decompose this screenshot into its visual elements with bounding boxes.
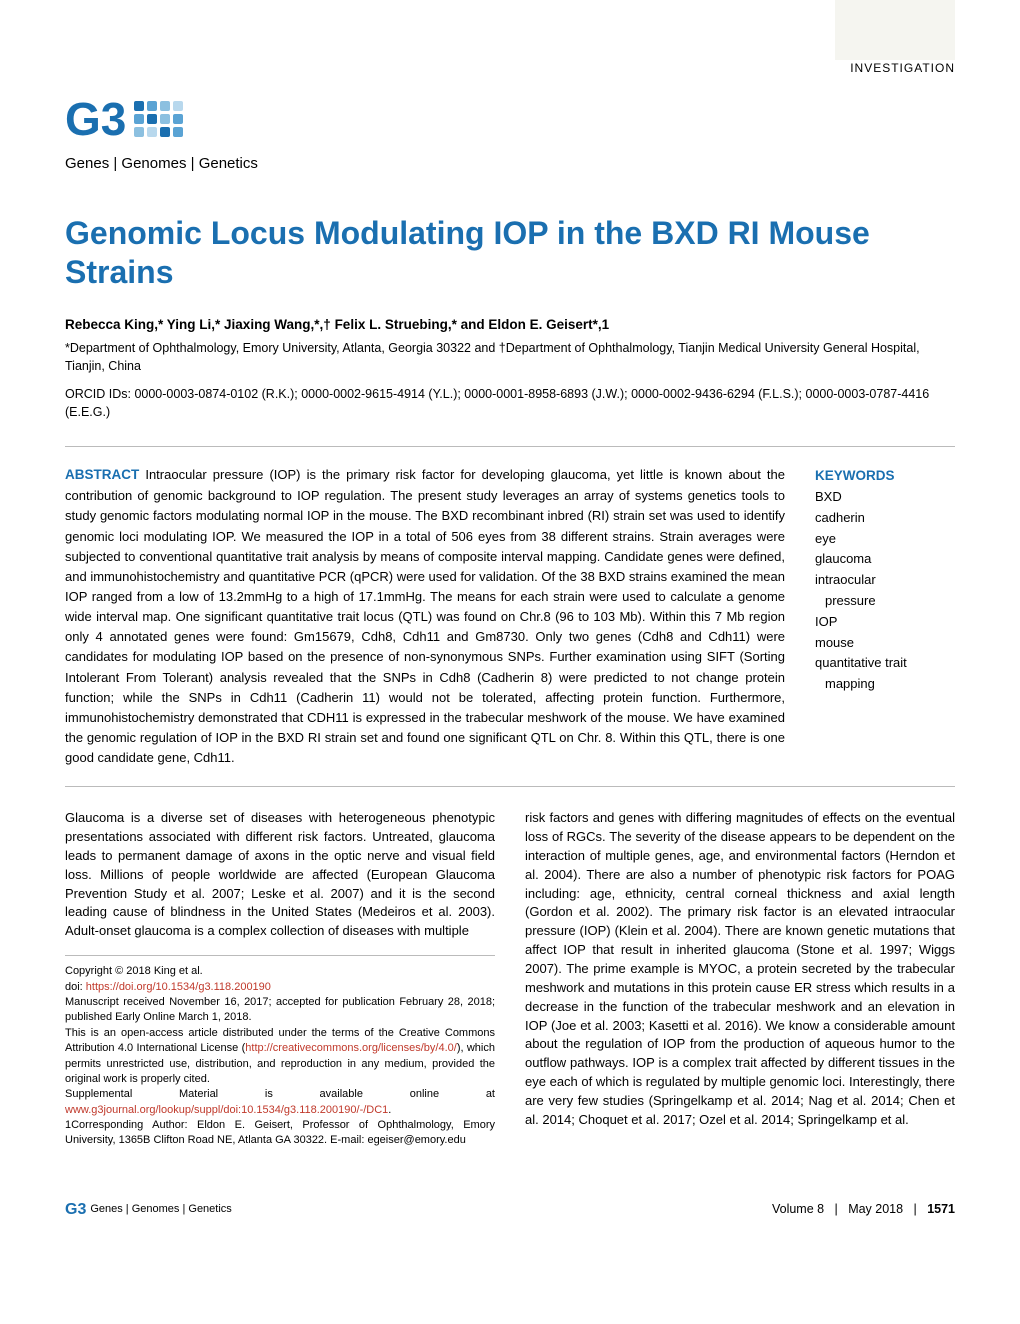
footer-page-number: 1571	[927, 1202, 955, 1216]
footer-logo-sub: Genes | Genomes | Genetics	[90, 1202, 231, 1217]
divider-top	[65, 446, 955, 447]
logo-dot	[173, 114, 183, 124]
supp-text-a: Supplemental Material is available onlin…	[65, 1088, 495, 1100]
logo-dot	[160, 114, 170, 124]
journal-logo: G3 Genes | Genomes | Genetics	[65, 87, 955, 174]
body-columns: Glaucoma is a diverse set of diseases wi…	[65, 809, 955, 1149]
logo-dot	[173, 127, 183, 137]
abstract-text: ABSTRACT Intraocular pressure (IOP) is t…	[65, 465, 785, 768]
abstract-column: ABSTRACT Intraocular pressure (IOP) is t…	[65, 465, 785, 768]
footer-volume: Volume 8	[772, 1202, 824, 1216]
section-tag: INVESTIGATION	[65, 60, 955, 77]
supp-text-b: .	[388, 1104, 391, 1116]
keyword-item: mouse	[815, 633, 955, 654]
body-right-para: risk factors and genes with differing ma…	[525, 809, 955, 1129]
page-root: INVESTIGATION G3 Genes | Genomes | Genet…	[0, 0, 1020, 1251]
footer-date: May 2018	[848, 1202, 903, 1216]
logo-dots-grid	[134, 101, 183, 137]
logo-dot	[173, 101, 183, 111]
keywords-label: KEYWORDS	[815, 465, 955, 487]
copyright-line: Copyright © 2018 King et al.	[65, 964, 495, 979]
abstract-body: Intraocular pressure (IOP) is the primar…	[65, 467, 785, 765]
logo-subtitle: Genes | Genomes | Genetics	[65, 153, 955, 174]
footnotes-block: Copyright © 2018 King et al. doi: https:…	[65, 955, 495, 1149]
body-column-left: Glaucoma is a diverse set of diseases wi…	[65, 809, 495, 1149]
author-list: Rebecca King,* Ying Li,* Jiaxing Wang,*,…	[65, 316, 955, 335]
body-column-right: risk factors and genes with differing ma…	[525, 809, 955, 1149]
doi-label: doi:	[65, 981, 86, 993]
logo-row: G3	[65, 87, 955, 151]
keyword-item: quantitative trait	[815, 653, 955, 674]
footer-logo: G3 Genes | Genomes | Genetics	[65, 1199, 232, 1221]
top-corner-badge	[835, 0, 955, 60]
logo-text: G3	[65, 87, 126, 151]
footer-sep-2: |	[914, 1202, 917, 1216]
license-link[interactable]: http://creativecommons.org/licenses/by/4…	[245, 1042, 457, 1054]
keyword-item: IOP	[815, 612, 955, 633]
body-left-para: Glaucoma is a diverse set of diseases wi…	[65, 809, 495, 941]
logo-dot	[134, 114, 144, 124]
footer-citation: Volume 8 | May 2018 | 1571	[772, 1201, 955, 1219]
divider-bottom	[65, 786, 955, 787]
keyword-item: glaucoma	[815, 549, 955, 570]
page-footer: G3 Genes | Genomes | Genetics Volume 8 |…	[65, 1199, 955, 1221]
logo-dot	[160, 127, 170, 137]
keyword-item: eye	[815, 529, 955, 550]
keyword-item: BXD	[815, 487, 955, 508]
orcid-ids: ORCID IDs: 0000-0003-0874-0102 (R.K.); 0…	[65, 385, 955, 421]
article-title: Genomic Locus Modulating IOP in the BXD …	[65, 214, 955, 291]
keyword-item: intraocular	[815, 570, 955, 591]
logo-dot	[134, 101, 144, 111]
manuscript-dates: Manuscript received November 16, 2017; a…	[65, 995, 495, 1026]
doi-link[interactable]: https://doi.org/10.1534/g3.118.200190	[86, 981, 271, 993]
license-line: This is an open-access article distribut…	[65, 1026, 495, 1088]
keyword-item: mapping	[815, 674, 955, 695]
abstract-row: ABSTRACT Intraocular pressure (IOP) is t…	[65, 465, 955, 768]
keyword-item: cadherin	[815, 508, 955, 529]
footer-logo-text: G3	[65, 1199, 86, 1221]
doi-line: doi: https://doi.org/10.1534/g3.118.2001…	[65, 980, 495, 995]
logo-dot	[134, 127, 144, 137]
logo-dot	[147, 101, 157, 111]
footer-sep-1: |	[835, 1202, 838, 1216]
keyword-item: pressure	[815, 591, 955, 612]
corresponding-author: 1Corresponding Author: Eldon E. Geisert,…	[65, 1118, 495, 1149]
affiliations: *Department of Ophthalmology, Emory Univ…	[65, 339, 955, 375]
keywords-list: BXDcadherineyeglaucomaintraocularpressur…	[815, 487, 955, 695]
logo-dot	[160, 101, 170, 111]
supp-link[interactable]: www.g3journal.org/lookup/suppl/doi:10.15…	[65, 1104, 388, 1116]
supplemental-line: Supplemental Material is available onlin…	[65, 1087, 495, 1118]
logo-dot	[147, 114, 157, 124]
logo-dot	[147, 127, 157, 137]
keywords-column: KEYWORDS BXDcadherineyeglaucomaintraocul…	[815, 465, 955, 768]
abstract-label: ABSTRACT	[65, 467, 139, 482]
